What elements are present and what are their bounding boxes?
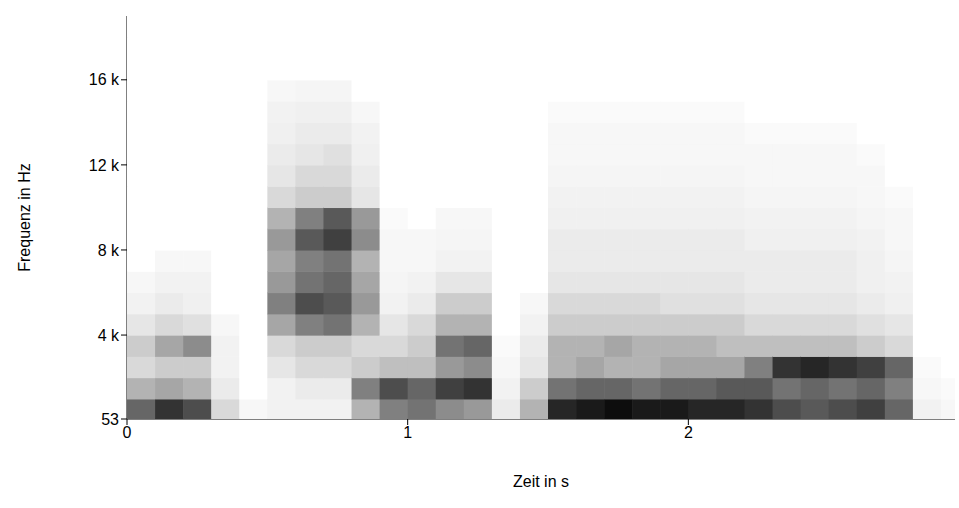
svg-text:4 k: 4 k <box>98 327 120 344</box>
svg-text:Frequenz in Hz: Frequenz in Hz <box>16 163 33 272</box>
svg-text:0: 0 <box>123 424 132 441</box>
svg-text:53: 53 <box>101 411 119 428</box>
svg-text:1: 1 <box>403 424 412 441</box>
svg-text:8 k: 8 k <box>98 242 120 259</box>
svg-text:16 k: 16 k <box>89 71 120 88</box>
svg-text:2: 2 <box>684 424 693 441</box>
svg-text:12 k: 12 k <box>89 157 120 174</box>
svg-text:Zeit in s: Zeit in s <box>513 473 569 490</box>
